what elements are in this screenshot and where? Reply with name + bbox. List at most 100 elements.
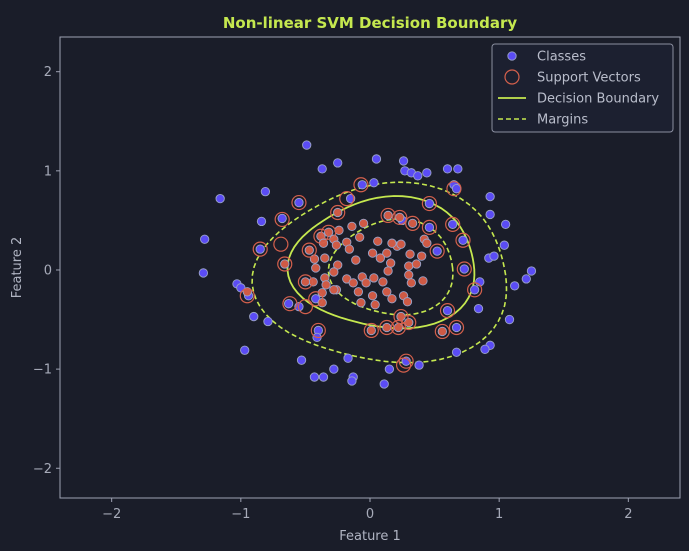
support-vector-ring: [301, 242, 317, 258]
support-vector-ring: [277, 256, 293, 272]
support-vector-ring: [274, 211, 290, 228]
x-tick-label: 1: [495, 507, 503, 522]
y-tick-label: −1: [33, 363, 52, 378]
support-vector-ring: [379, 319, 395, 336]
support-vector-ring: [456, 261, 472, 277]
inner-class-point: [418, 276, 428, 286]
outer-class-point: [432, 246, 442, 256]
inner-class-point: [370, 300, 380, 310]
y-axis-label: Feature 2: [10, 237, 25, 299]
outer-class-point: [422, 168, 432, 178]
inner-class-point: [242, 287, 252, 297]
outer-class-point: [240, 345, 250, 355]
outer-class-point: [379, 379, 389, 389]
inner-class-point: [351, 255, 361, 265]
support-vector-ring: [313, 228, 329, 244]
inner-class-point: [422, 238, 432, 248]
outer-class-point: [249, 311, 259, 322]
ticks-group: −2 −1 0 1 2 −2 −1 0 1 2: [33, 65, 633, 522]
support-vector-ring: [398, 353, 414, 369]
y-tick-label: 2: [44, 65, 52, 80]
support-vector-ring: [455, 232, 471, 248]
outer-class-point: [215, 193, 225, 204]
x-axis-label: Feature 1: [339, 529, 401, 544]
outer-class-point: [424, 222, 435, 232]
outer-class-point: [309, 372, 320, 382]
outer-class-point: [329, 364, 339, 374]
inner-class-point: [329, 267, 339, 277]
outer-class-point: [198, 268, 209, 278]
support-vector-ring: [330, 204, 346, 221]
outer-class-point: [371, 154, 382, 164]
legend-label: Classes: [537, 50, 586, 65]
outer-class-point: [255, 244, 265, 254]
outer-class-point: [343, 353, 353, 363]
legend-label: Decision Boundary: [537, 92, 659, 107]
outer-class-point: [302, 140, 312, 150]
legend-label: Support Vectors: [537, 71, 641, 86]
outer-class-point: [442, 305, 453, 316]
inner-class-point: [417, 251, 427, 261]
x-tick-label: −2: [102, 507, 121, 522]
support-vector-ring: [434, 323, 450, 340]
inner-class-point: [396, 239, 406, 249]
outer-class-point: [442, 164, 453, 174]
support-vector-ring: [308, 291, 324, 307]
support-vector-ring: [445, 216, 461, 232]
outer-class-point: [510, 281, 520, 291]
support-vector-ring: [380, 207, 396, 224]
outer-class-point: [448, 219, 458, 230]
y-tick-label: 1: [44, 164, 52, 179]
outer-class-point: [401, 356, 411, 366]
inner-class-point: [378, 277, 388, 287]
outer-class-point: [260, 187, 271, 197]
outer-class-point: [451, 347, 462, 357]
outer-class-point: [499, 240, 509, 250]
support-vector-ring: [390, 319, 407, 336]
outer-class-point: [469, 285, 480, 295]
outer-class-point: [526, 266, 537, 276]
inner-class-point: [367, 291, 378, 301]
inner-class-point: [383, 210, 393, 221]
support-vector-ring: [291, 194, 307, 211]
y-tick-label: 0: [44, 263, 52, 278]
x-tick-label: −1: [231, 507, 250, 522]
outer-class-point: [480, 344, 490, 354]
inner-class-point: [404, 270, 414, 280]
inner-class-point: [373, 236, 383, 246]
support-vector-ring: [421, 219, 438, 235]
outer-class-point: [489, 251, 499, 261]
support-vector-ring: [421, 195, 438, 212]
outer-margin: [251, 181, 508, 364]
support-vector-ring: [282, 296, 298, 312]
inner-class-point: [405, 249, 415, 259]
inner-class-point: [311, 263, 321, 273]
inner-class-point: [383, 266, 393, 276]
outer-class-point: [317, 164, 327, 174]
inner-class-point: [355, 232, 365, 242]
support-vector-ring: [439, 303, 456, 319]
support-vector-ring: [467, 282, 483, 298]
outer-class-point: [500, 219, 511, 230]
support-vector-ring: [395, 357, 412, 373]
y-tick-label: −2: [33, 462, 52, 477]
outer-class-point: [485, 209, 495, 220]
outer-class-point: [521, 274, 531, 284]
inner-class-point: [331, 240, 342, 250]
outer-class-point: [263, 316, 273, 327]
support-vector-ring: [401, 314, 417, 331]
outer-class-point: [459, 264, 469, 274]
legend-ring-marker: [504, 69, 520, 85]
outer-class-point: [369, 178, 379, 188]
inner-class-point: [402, 297, 413, 307]
legend-point-marker: [507, 51, 517, 61]
chart-title: Non-linear SVM Decision Boundary: [223, 14, 517, 32]
inner-class-point: [361, 278, 371, 288]
inner-class-point: [356, 298, 366, 308]
support-vector-ring: [239, 288, 255, 304]
support-vector-ring: [448, 319, 465, 336]
inner-class-point: [396, 311, 406, 322]
outer-class-point: [277, 213, 287, 224]
inner-class-point: [406, 278, 416, 288]
